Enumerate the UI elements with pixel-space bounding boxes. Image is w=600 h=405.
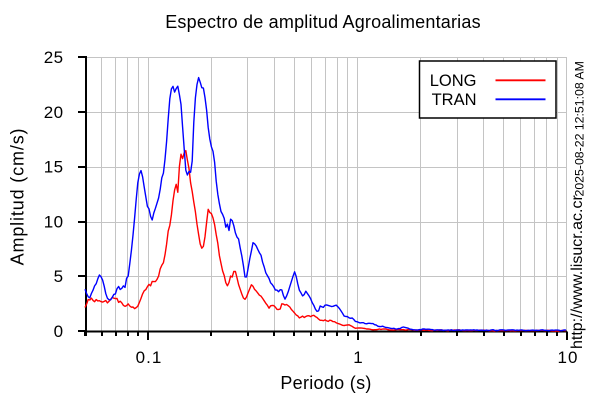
svg-text:20: 20 bbox=[44, 103, 64, 122]
svg-text:5: 5 bbox=[54, 267, 64, 286]
svg-text:25: 25 bbox=[44, 48, 64, 67]
svg-text:1: 1 bbox=[353, 348, 363, 367]
svg-text:Espectro de amplitud Agroalime: Espectro de amplitud Agroalimentarias bbox=[165, 12, 481, 32]
svg-text:LONG: LONG bbox=[430, 72, 477, 90]
svg-text:0: 0 bbox=[54, 322, 64, 341]
svg-text:Amplitud (cm/s): Amplitud (cm/s) bbox=[8, 128, 28, 266]
svg-text:10: 10 bbox=[558, 348, 579, 367]
svg-text:http://www.lisucr.ac.cr: http://www.lisucr.ac.cr bbox=[569, 195, 586, 349]
svg-text:0.1: 0.1 bbox=[136, 348, 163, 367]
svg-text:2025-08-22 12:51:08 AM: 2025-08-22 12:51:08 AM bbox=[573, 61, 587, 196]
svg-text:10: 10 bbox=[44, 212, 64, 231]
svg-text:Periodo (s): Periodo (s) bbox=[280, 373, 371, 393]
svg-text:15: 15 bbox=[44, 158, 64, 177]
svg-text:TRAN: TRAN bbox=[432, 91, 477, 109]
